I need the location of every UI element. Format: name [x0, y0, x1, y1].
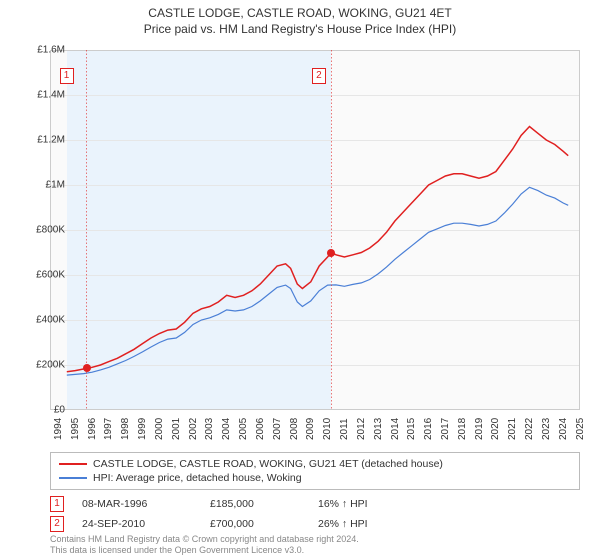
- y-tick-label: £800K: [36, 225, 65, 236]
- footer-line2: This data is licensed under the Open Gov…: [50, 545, 580, 556]
- footer-line1: Contains HM Land Registry data © Crown c…: [50, 534, 580, 545]
- x-tick-label: 1997: [103, 418, 114, 440]
- x-tick-label: 2018: [457, 418, 468, 440]
- x-tick-label: 2008: [289, 418, 300, 440]
- plot-area: 12: [50, 50, 580, 410]
- legend-swatch: [59, 477, 87, 479]
- x-tick-label: 2007: [272, 418, 283, 440]
- x-tick-label: 2020: [490, 418, 501, 440]
- sale-date: 08-MAR-1996: [82, 498, 192, 510]
- sale-index-box: 1: [50, 496, 64, 512]
- x-tick-label: 2005: [238, 418, 249, 440]
- series-property: [67, 127, 568, 372]
- x-tick-label: 2000: [154, 418, 165, 440]
- chart-title-address: CASTLE LODGE, CASTLE ROAD, WOKING, GU21 …: [0, 0, 600, 20]
- y-tick-label: £600K: [36, 270, 65, 281]
- x-tick-label: 2025: [575, 418, 586, 440]
- x-tick-label: 2010: [322, 418, 333, 440]
- sale-date: 24-SEP-2010: [82, 518, 192, 530]
- sales-table: 1 08-MAR-1996 £185,000 16% ↑ HPI 2 24-SEP-201…: [50, 494, 580, 534]
- x-tick-label: 1998: [120, 418, 131, 440]
- x-tick-label: 2014: [390, 418, 401, 440]
- x-tick-label: 2002: [188, 418, 199, 440]
- x-tick-label: 2019: [474, 418, 485, 440]
- legend-item: CASTLE LODGE, CASTLE ROAD, WOKING, GU21 …: [59, 457, 571, 471]
- line-series-svg: [50, 50, 580, 410]
- legend-swatch: [59, 463, 87, 465]
- sale-marker-dot: [83, 364, 91, 372]
- x-tick-label: 1995: [70, 418, 81, 440]
- sale-marker-box: 1: [60, 68, 74, 84]
- x-tick-label: 2012: [356, 418, 367, 440]
- sale-marker-box: 2: [312, 68, 326, 84]
- x-tick-label: 2003: [204, 418, 215, 440]
- chart-container: CASTLE LODGE, CASTLE ROAD, WOKING, GU21 …: [0, 0, 600, 560]
- sale-row: 1 08-MAR-1996 £185,000 16% ↑ HPI: [50, 494, 580, 514]
- chart-subtitle: Price paid vs. HM Land Registry's House …: [0, 20, 600, 36]
- y-tick-label: £1.2M: [37, 135, 65, 146]
- x-tick-label: 2011: [339, 418, 350, 440]
- y-tick-label: £1.6M: [37, 45, 65, 56]
- x-tick-label: 2022: [524, 418, 535, 440]
- x-tick-label: 2017: [440, 418, 451, 440]
- x-tick-label: 2004: [221, 418, 232, 440]
- legend-label: HPI: Average price, detached house, Woki…: [93, 472, 302, 484]
- sale-pct: 16% ↑ HPI: [318, 498, 418, 510]
- sale-row: 2 24-SEP-2010 £700,000 26% ↑ HPI: [50, 514, 580, 534]
- sale-price: £185,000: [210, 498, 300, 510]
- x-axis-labels: 1994 1995 1996 1997 1998 1999 2000 2001 2002 2003…: [50, 412, 580, 452]
- footer-attribution: Contains HM Land Registry data © Crown c…: [50, 534, 580, 556]
- series-hpi: [67, 187, 568, 375]
- y-tick-label: £200K: [36, 360, 65, 371]
- sale-price: £700,000: [210, 518, 300, 530]
- x-tick-label: 2015: [406, 418, 417, 440]
- x-tick-label: 2024: [558, 418, 569, 440]
- x-tick-label: 2013: [373, 418, 384, 440]
- legend-label: CASTLE LODGE, CASTLE ROAD, WOKING, GU21 …: [93, 458, 443, 470]
- legend-box: CASTLE LODGE, CASTLE ROAD, WOKING, GU21 …: [50, 452, 580, 490]
- x-tick-label: 2001: [171, 418, 182, 440]
- sale-marker-dot: [327, 249, 335, 257]
- x-tick-label: 2023: [541, 418, 552, 440]
- legend-item: HPI: Average price, detached house, Woki…: [59, 471, 571, 485]
- x-tick-label: 1999: [137, 418, 148, 440]
- sale-index-box: 2: [50, 516, 64, 532]
- x-tick-label: 2009: [305, 418, 316, 440]
- x-tick-label: 1996: [87, 418, 98, 440]
- x-tick-label: 2021: [507, 418, 518, 440]
- sale-pct: 26% ↑ HPI: [318, 518, 418, 530]
- x-tick-label: 1994: [53, 418, 64, 440]
- x-tick-label: 2006: [255, 418, 266, 440]
- y-tick-label: £1M: [46, 180, 65, 191]
- y-tick-label: £400K: [36, 315, 65, 326]
- x-tick-label: 2016: [423, 418, 434, 440]
- y-tick-label: £1.4M: [37, 90, 65, 101]
